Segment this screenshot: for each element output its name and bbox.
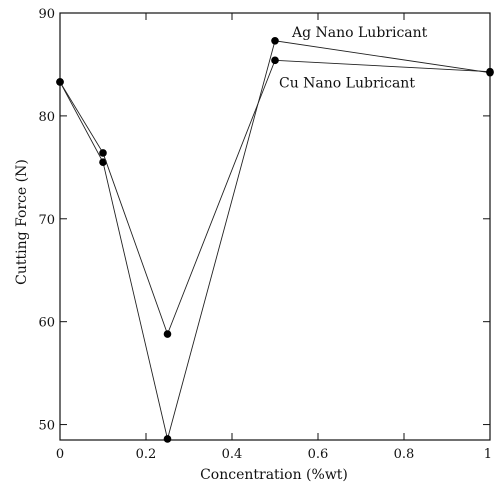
y-tick-label: 50 (38, 419, 55, 434)
x-tick-label: 0.8 (394, 447, 415, 462)
y-tick-label: 90 (38, 7, 55, 22)
x-axis-label: Concentration (%wt) (200, 467, 348, 483)
data-point (486, 67, 494, 76)
x-tick-label: 0.4 (222, 447, 243, 462)
axes (59, 12, 491, 441)
series-group: Ag Nano Lubricant Cu Nano Lubricant (56, 25, 494, 443)
x-tick-label: 1 (484, 447, 492, 462)
data-point (271, 36, 279, 45)
series-line-0 (59, 40, 491, 440)
plot-frame (59, 12, 491, 441)
x-tick-label: 0.2 (136, 447, 157, 462)
y-tick-label: 70 (38, 213, 55, 228)
x-tick-label: 0.6 (308, 447, 329, 462)
data-point (163, 435, 172, 443)
y-axis-label: Cutting Force (N) (14, 159, 30, 285)
data-point (163, 330, 172, 338)
series-label-1: Cu Nano Lubricant (279, 75, 415, 91)
ticks: 0 0.2 0.4 0.6 0.8 1 50 60 70 80 90 (38, 7, 492, 462)
y-tick-label: 80 (38, 110, 55, 125)
y-tick-label: 60 (38, 316, 55, 331)
data-point (99, 149, 107, 157)
series-label-0: Ag Nano Lubricant (291, 25, 428, 41)
data-point (56, 78, 64, 86)
data-point (271, 56, 279, 65)
data-point (99, 158, 107, 166)
x-tick-label: 0 (56, 447, 64, 462)
series-line-1 (59, 59, 491, 336)
labels: Concentration (%wt) Cutting Force (N) (14, 159, 348, 483)
